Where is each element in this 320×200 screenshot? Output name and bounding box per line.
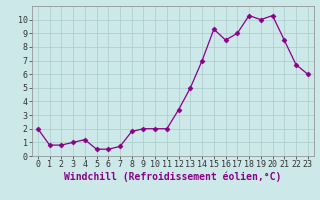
X-axis label: Windchill (Refroidissement éolien,°C): Windchill (Refroidissement éolien,°C) — [64, 172, 282, 182]
